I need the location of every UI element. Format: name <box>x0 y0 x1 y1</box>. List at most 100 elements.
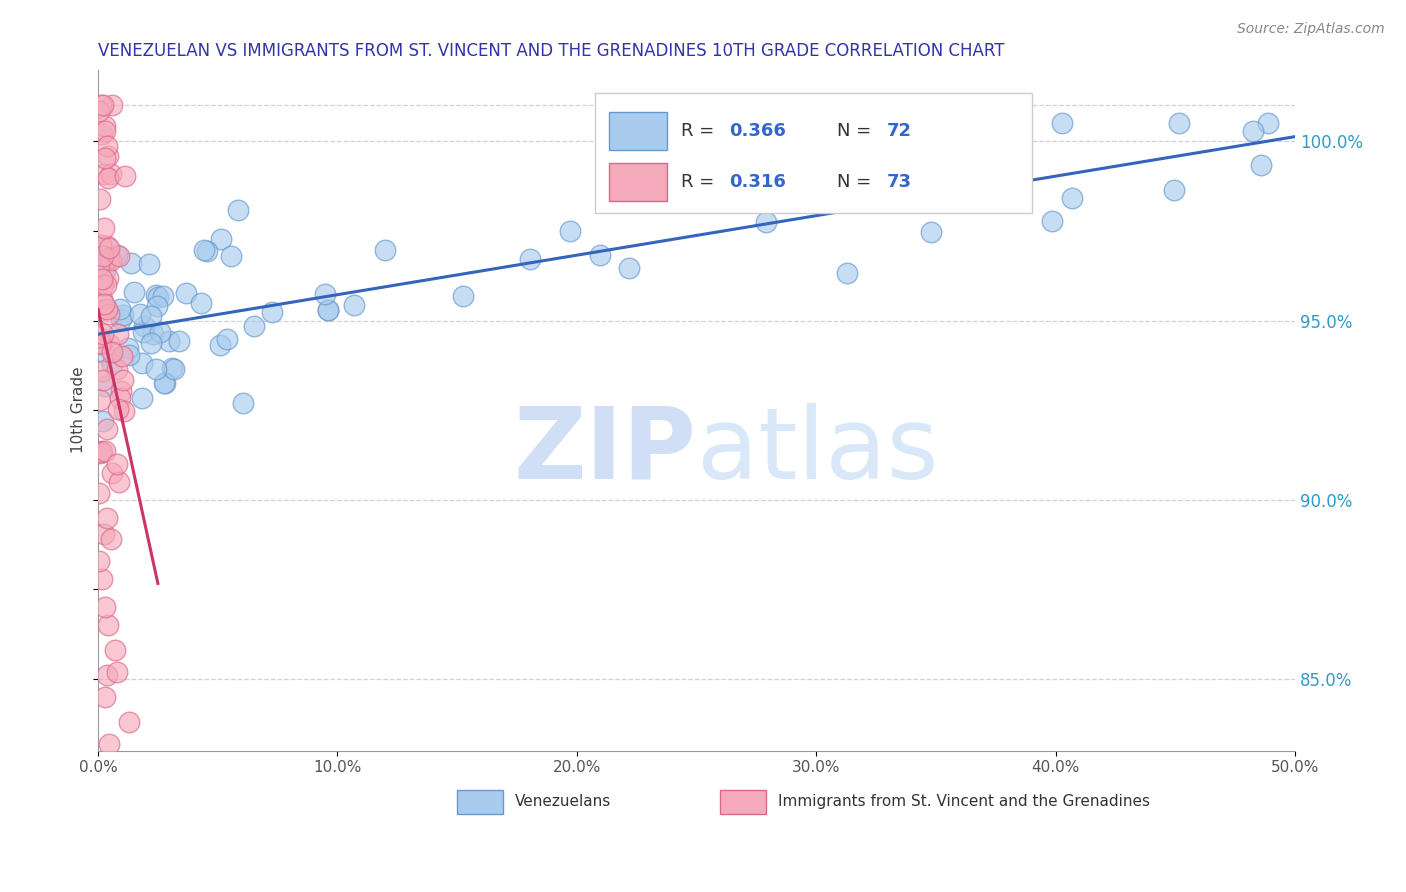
Point <box>1062 191 1084 205</box>
Point <box>90 98 112 112</box>
Point <box>94 151 117 165</box>
Text: R =: R = <box>681 173 720 191</box>
Point <box>94 347 117 361</box>
Point <box>209 232 232 246</box>
Point <box>97 251 120 265</box>
Point <box>89 330 111 344</box>
Point <box>145 287 167 301</box>
Point <box>160 360 183 375</box>
Point <box>97 149 120 163</box>
Point <box>195 244 218 258</box>
Point <box>94 124 117 138</box>
Point <box>90 572 112 586</box>
Point <box>89 335 111 350</box>
Point <box>1040 213 1063 227</box>
Point <box>153 376 176 391</box>
Point <box>112 308 135 322</box>
Point <box>108 475 131 489</box>
Text: Immigrants from St. Vincent and the Grenadines: Immigrants from St. Vincent and the Gren… <box>778 794 1150 809</box>
Point <box>697 194 720 209</box>
Point <box>90 443 112 458</box>
Point <box>96 277 118 292</box>
Bar <box>609 163 666 201</box>
Text: atlas: atlas <box>696 402 938 500</box>
Point <box>89 392 111 407</box>
Point <box>97 251 120 265</box>
Point <box>316 303 339 318</box>
Point <box>107 249 129 263</box>
Point <box>519 252 541 266</box>
Point <box>100 532 122 546</box>
Point <box>107 401 129 416</box>
Text: ZIP: ZIP <box>513 402 696 500</box>
Point <box>131 392 153 406</box>
Point <box>131 325 153 339</box>
Point <box>153 376 176 390</box>
Point <box>111 349 134 363</box>
Point <box>91 277 114 292</box>
Point <box>89 258 111 272</box>
Point <box>152 289 174 303</box>
Point <box>208 338 231 352</box>
Point <box>754 215 776 229</box>
Point <box>243 318 266 333</box>
Point <box>105 457 128 471</box>
Point <box>91 98 114 112</box>
Point <box>117 341 139 355</box>
Point <box>120 256 142 270</box>
Point <box>108 391 131 405</box>
Point <box>91 364 114 378</box>
Point <box>118 348 141 362</box>
Point <box>343 298 366 312</box>
Point <box>98 308 121 322</box>
Point <box>97 241 120 255</box>
Bar <box>720 789 766 814</box>
Point <box>149 325 172 339</box>
Point <box>835 266 858 280</box>
Point <box>190 296 212 310</box>
Text: N =: N = <box>837 173 876 191</box>
Point <box>89 485 111 500</box>
Point <box>174 286 197 301</box>
Point <box>93 297 115 311</box>
Point <box>100 466 122 480</box>
Point <box>262 305 284 319</box>
Point <box>93 326 115 341</box>
Point <box>169 334 191 348</box>
Point <box>219 249 242 263</box>
Point <box>96 667 118 681</box>
Point <box>101 98 124 112</box>
Point <box>314 286 336 301</box>
Point <box>97 737 120 751</box>
Point <box>193 243 215 257</box>
Point <box>100 167 122 181</box>
Point <box>157 334 180 348</box>
Point <box>94 443 117 458</box>
Point <box>110 384 132 399</box>
Point <box>138 257 160 271</box>
Point <box>114 169 136 183</box>
Y-axis label: 10th Grade: 10th Grade <box>72 367 86 453</box>
Point <box>91 293 114 307</box>
Point <box>110 312 132 326</box>
Point <box>89 104 111 119</box>
Point <box>163 362 186 376</box>
Point <box>96 238 118 252</box>
Point <box>91 373 114 387</box>
Point <box>1004 131 1026 145</box>
Point <box>89 445 111 459</box>
Point <box>920 225 942 239</box>
Text: Source: ZipAtlas.com: Source: ZipAtlas.com <box>1237 22 1385 37</box>
Point <box>96 510 118 524</box>
Point <box>97 337 120 351</box>
Point <box>90 303 112 318</box>
Point <box>1241 124 1264 138</box>
Point <box>453 289 475 303</box>
Point <box>588 248 610 262</box>
Point <box>96 422 118 436</box>
Bar <box>457 789 502 814</box>
Point <box>96 302 118 317</box>
Point <box>217 331 239 345</box>
Point <box>93 263 115 277</box>
Point <box>146 299 169 313</box>
